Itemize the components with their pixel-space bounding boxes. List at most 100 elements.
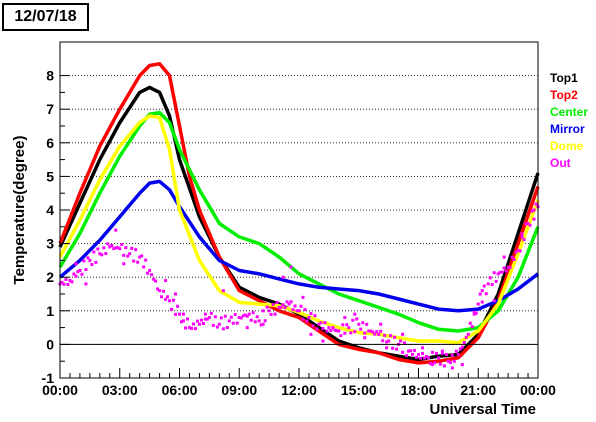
data-point	[413, 348, 417, 352]
data-point	[458, 347, 462, 351]
data-point	[492, 271, 496, 275]
data-point	[476, 302, 480, 306]
data-point	[502, 266, 506, 270]
data-point	[321, 326, 325, 330]
data-point	[401, 350, 405, 354]
data-point	[383, 333, 387, 337]
data-point	[405, 354, 409, 358]
data-point	[148, 268, 152, 272]
axes: -1 0 1 2 3 4 5 6 7 8 00:00 03:00 06:00 09:00 12:00 15:0…	[42, 68, 557, 398]
series-mirror	[58, 179, 540, 313]
data-point	[132, 259, 136, 263]
data-point	[144, 258, 148, 262]
data-point	[261, 322, 265, 326]
data-point	[335, 329, 339, 333]
data-point	[110, 244, 114, 248]
data-point	[209, 311, 213, 315]
data-point	[470, 325, 474, 329]
data-point	[464, 335, 468, 339]
data-point	[74, 262, 78, 266]
data-point	[199, 318, 203, 322]
data-point	[520, 232, 524, 236]
data-point	[221, 289, 225, 293]
data-point	[385, 346, 389, 350]
data-point	[510, 255, 514, 259]
data-point	[84, 268, 88, 272]
data-point	[187, 326, 191, 330]
data-point	[70, 280, 74, 284]
data-point	[528, 223, 532, 227]
data-point	[512, 257, 516, 261]
data-point	[367, 329, 371, 333]
data-point	[309, 332, 313, 336]
data-point	[462, 341, 466, 345]
data-point	[488, 276, 492, 280]
y-tick-label: 3	[46, 236, 54, 252]
data-point	[456, 352, 460, 356]
data-point	[478, 292, 482, 296]
data-point	[430, 350, 434, 354]
data-point	[271, 303, 275, 307]
data-point	[104, 252, 108, 256]
data-point	[120, 243, 124, 247]
data-point	[468, 321, 472, 325]
data-point	[518, 249, 522, 253]
data-point	[211, 323, 215, 327]
data-point	[118, 247, 122, 251]
data-point	[506, 265, 510, 269]
data-point	[301, 295, 305, 299]
data-point	[253, 320, 257, 324]
data-point	[197, 322, 201, 326]
data-point	[174, 292, 178, 296]
data-point	[508, 266, 512, 270]
data-point	[379, 329, 383, 333]
data-point	[128, 252, 132, 256]
data-point	[365, 322, 369, 326]
data-point	[76, 270, 80, 274]
data-point	[146, 271, 150, 275]
data-point	[172, 298, 176, 302]
data-point	[195, 319, 199, 323]
legend-entry-mirror: Mirror	[550, 122, 585, 136]
data-point	[166, 295, 170, 299]
data-point	[60, 280, 64, 284]
data-point	[452, 359, 456, 363]
data-point	[415, 355, 419, 359]
data-point	[68, 279, 72, 283]
data-point	[498, 270, 502, 274]
data-point	[225, 326, 229, 330]
data-point	[472, 312, 476, 316]
data-point	[164, 297, 168, 301]
legend-entry-top1: Top1	[550, 71, 578, 85]
data-point	[466, 332, 470, 336]
data-point	[436, 356, 440, 360]
data-point	[164, 279, 168, 283]
data-point	[181, 319, 185, 323]
data-point	[114, 228, 118, 232]
data-point	[472, 310, 476, 314]
data-point	[96, 247, 100, 251]
data-point	[315, 327, 319, 331]
data-point	[130, 246, 134, 250]
data-point	[241, 314, 245, 318]
data-point	[170, 307, 174, 311]
data-point	[403, 341, 407, 345]
data-point	[203, 312, 207, 316]
data-point	[492, 299, 496, 303]
data-point	[450, 353, 454, 357]
data-point	[401, 332, 405, 336]
y-tick-label: 8	[46, 68, 54, 84]
data-point	[307, 316, 311, 320]
data-point	[299, 304, 303, 308]
data-point	[245, 326, 249, 330]
data-point	[283, 306, 287, 310]
data-point	[377, 332, 381, 336]
x-tick-label: 03:00	[102, 382, 138, 398]
x-tick-label: 00:00	[42, 382, 78, 398]
data-point	[460, 363, 464, 367]
data-point	[273, 312, 277, 316]
series-dome	[58, 114, 540, 345]
y-tick-label: 1	[46, 303, 54, 319]
y-tick-label: -1	[42, 370, 55, 386]
data-point	[176, 304, 180, 308]
